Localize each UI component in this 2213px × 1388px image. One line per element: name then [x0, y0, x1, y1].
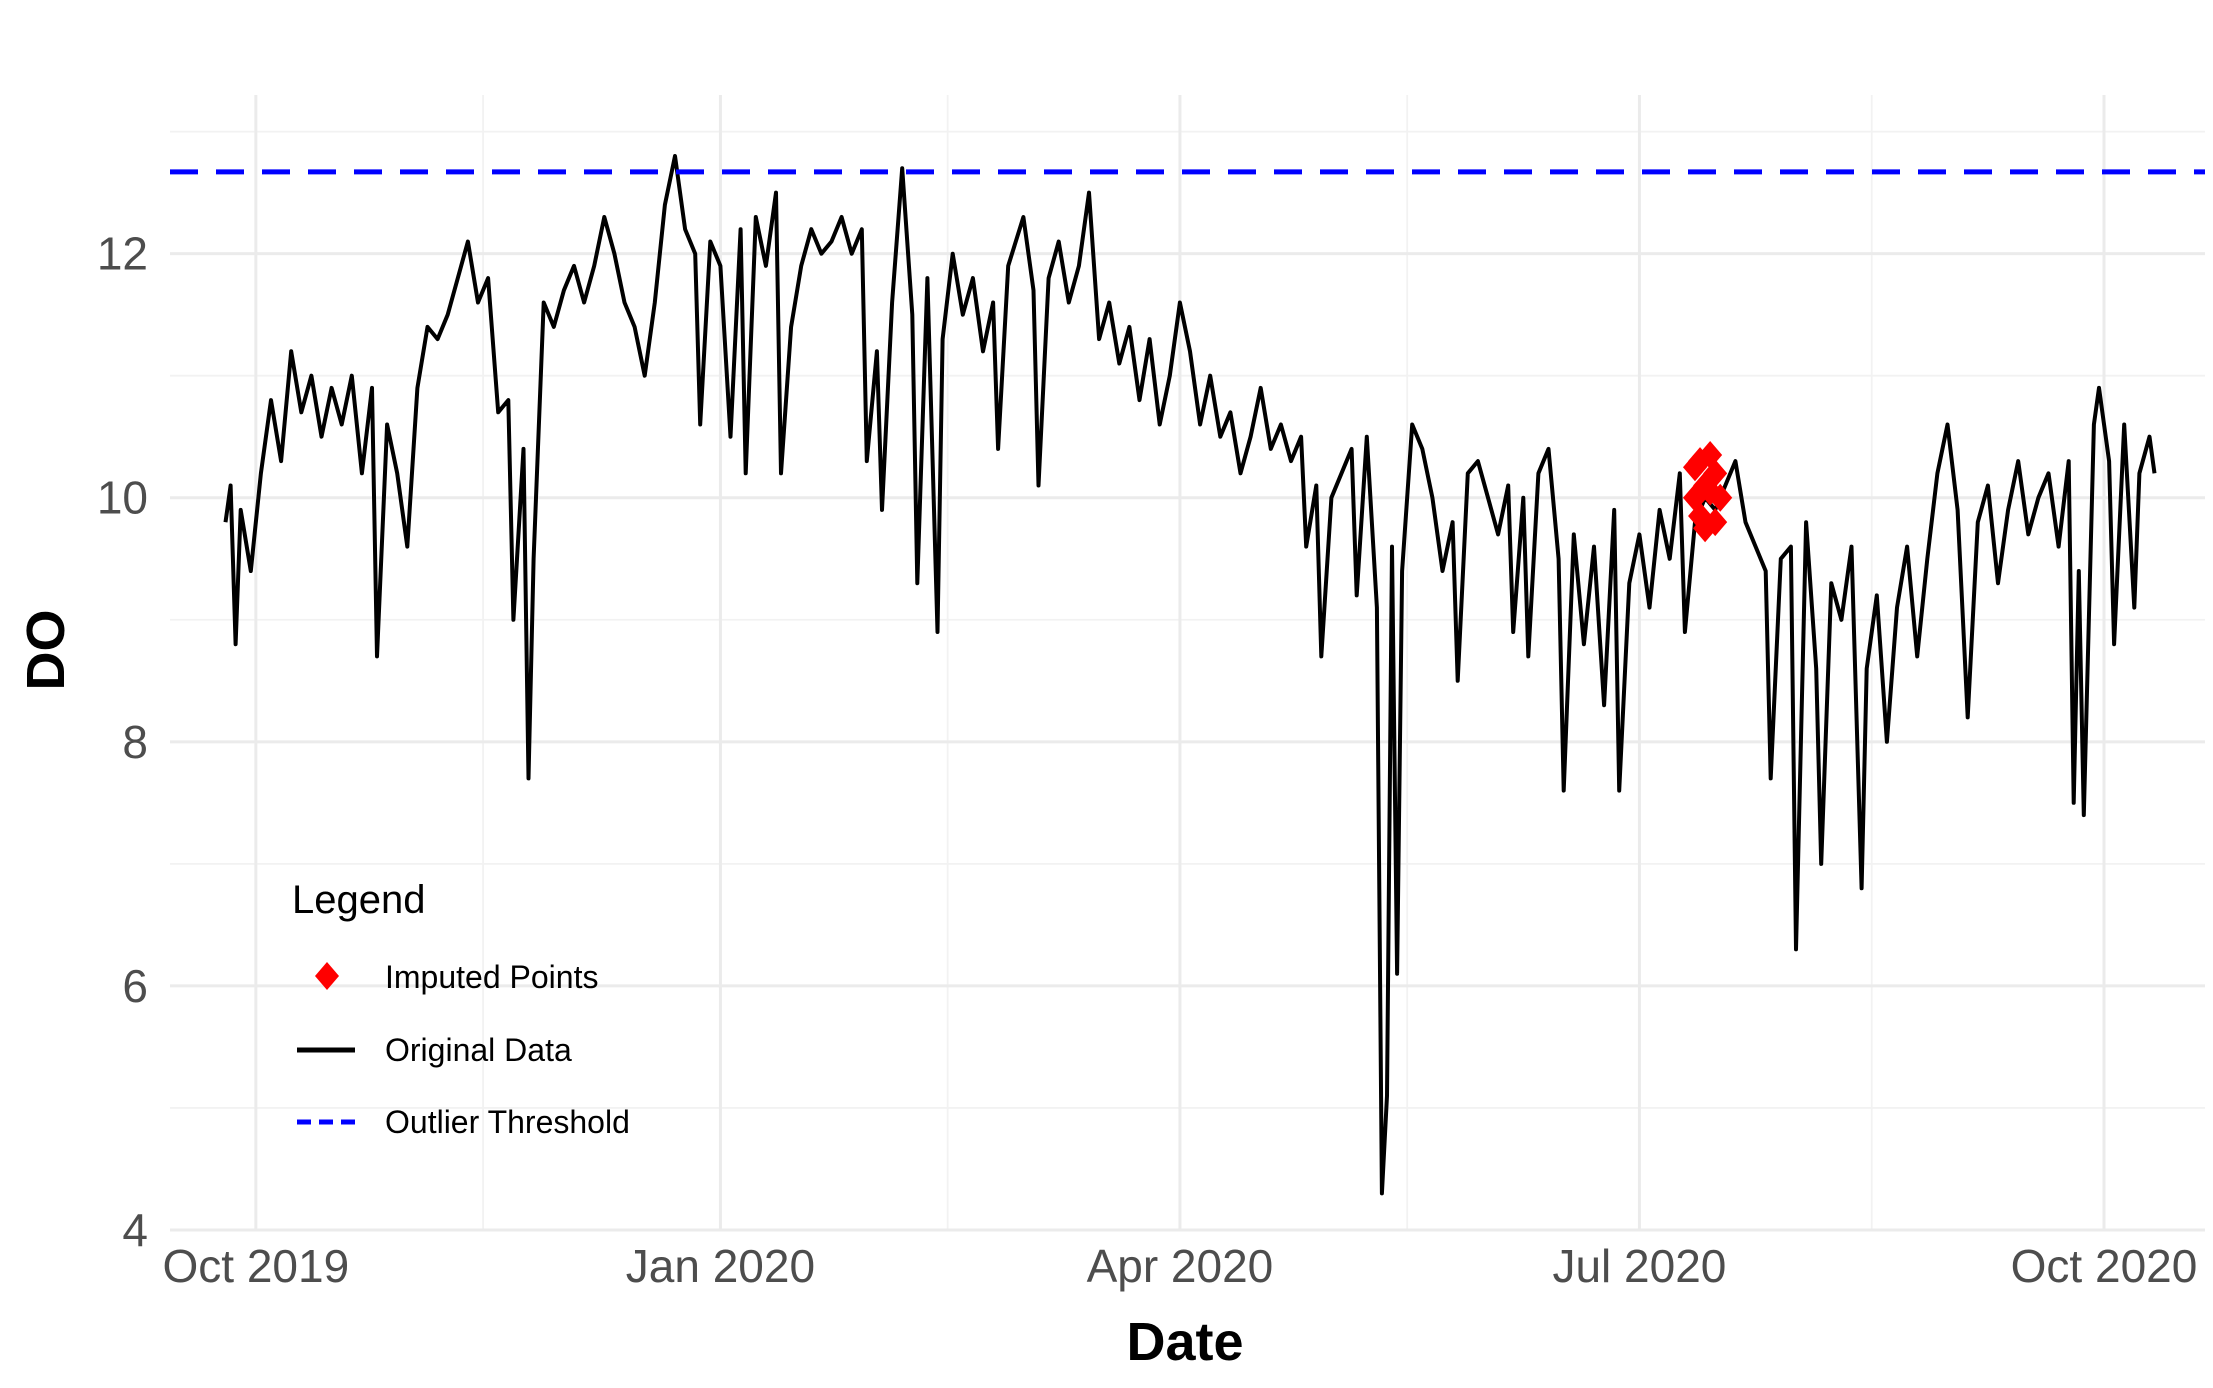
y-tick-label: 4 — [122, 1204, 148, 1256]
original-data-line — [223, 154, 2157, 1196]
y-axis-title: DO — [16, 610, 76, 691]
x-axis-title: Date — [1126, 1312, 1243, 1372]
x-tick-label: Jul 2020 — [1552, 1240, 1726, 1292]
imputed-point — [1703, 508, 1728, 537]
legend-title: Legend — [292, 878, 425, 922]
legend-label-imputed: Imputed Points — [385, 959, 598, 995]
imputed-point — [1703, 459, 1728, 488]
y-tick-label: 10 — [97, 472, 148, 524]
legend-label-threshold: Outlier Threshold — [385, 1104, 630, 1140]
y-tick-label: 8 — [122, 716, 148, 768]
series-layer — [170, 154, 2205, 1196]
x-tick-label: Jan 2020 — [626, 1240, 815, 1292]
x-tick-label: Apr 2020 — [1087, 1240, 1274, 1292]
y-tick-label: 12 — [97, 228, 148, 280]
x-axis-ticks: Oct 2019 Jan 2020 Apr 2020 Jul 2020 Oct 2020 — [162, 1240, 2197, 1292]
x-tick-label: Oct 2019 — [162, 1240, 349, 1292]
legend: Legend Imputed Points Original Data Outl… — [292, 878, 630, 1140]
grid — [170, 95, 2205, 1232]
legend-imputed-marker — [315, 962, 339, 990]
y-axis-ticks: 4 6 8 10 12 — [97, 228, 148, 1256]
x-tick-label: Oct 2020 — [2011, 1240, 2198, 1292]
y-tick-label: 6 — [122, 960, 148, 1012]
legend-label-original: Original Data — [385, 1032, 572, 1068]
imputed-point — [1708, 483, 1733, 512]
